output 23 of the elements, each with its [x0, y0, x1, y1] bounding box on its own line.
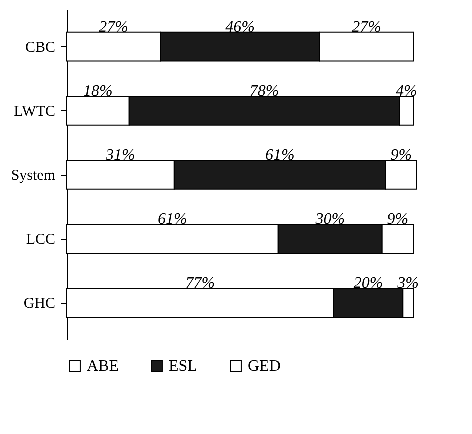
data-label: 9%: [387, 211, 409, 228]
data-label: 78%: [250, 82, 280, 100]
data-label: 20%: [354, 275, 384, 292]
data-label: 61%: [158, 211, 188, 228]
legend-label: ABE: [87, 358, 119, 375]
y-tick-label: LCC: [26, 232, 56, 248]
data-label: 4%: [396, 82, 418, 100]
data-label: 31%: [105, 147, 136, 164]
y-tick-label: CBC: [25, 40, 56, 56]
data-label: 9%: [390, 147, 412, 164]
data-label: 27%: [99, 18, 128, 36]
data-label: 27%: [352, 18, 382, 36]
legend-label: GED: [248, 358, 281, 375]
y-tick-label: LWTC: [14, 104, 56, 120]
data-label: 30%: [314, 211, 346, 228]
y-tick-label: GHC: [24, 296, 56, 312]
data-label: 77%: [186, 275, 216, 292]
legend-label: ESL: [169, 358, 198, 375]
data-label: 46%: [226, 18, 255, 36]
data-label: 18%: [84, 82, 113, 100]
data-label: 3%: [396, 275, 419, 292]
y-tick-label: System: [11, 168, 56, 184]
data-label: 61%: [265, 147, 295, 164]
